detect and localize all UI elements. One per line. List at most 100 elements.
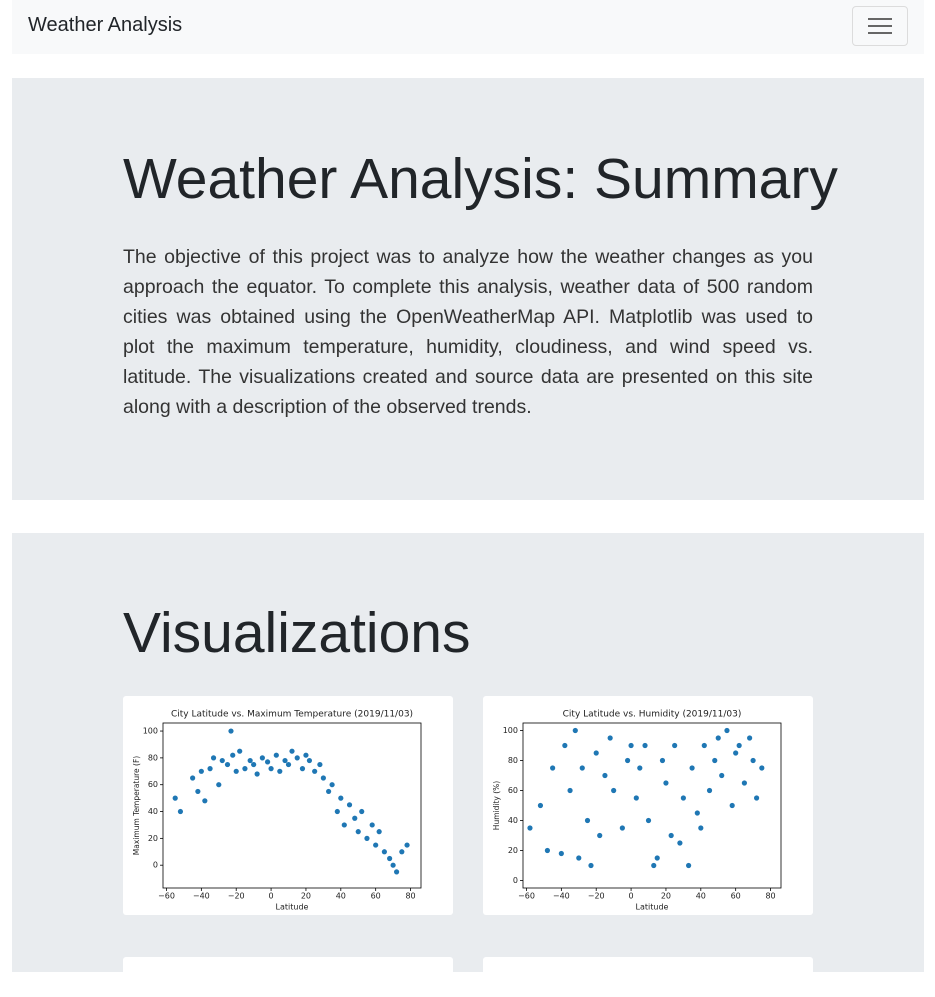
point <box>651 862 657 869</box>
point <box>680 795 686 801</box>
point <box>381 849 387 855</box>
point <box>254 771 260 777</box>
point <box>268 766 274 772</box>
point <box>303 752 309 758</box>
point <box>326 788 332 795</box>
x-tick-label: −40 <box>193 892 210 901</box>
point <box>251 761 257 768</box>
point <box>282 757 288 764</box>
point <box>216 782 222 788</box>
point <box>341 822 347 828</box>
point <box>207 766 213 772</box>
point <box>338 795 344 801</box>
x-tick-label: 0 <box>269 892 274 901</box>
y-axis-label: Maximum Temperature (F) <box>132 756 141 855</box>
point <box>312 768 318 774</box>
point <box>230 752 236 758</box>
point <box>289 748 295 754</box>
point <box>299 766 306 772</box>
point <box>404 842 410 848</box>
point <box>637 765 643 771</box>
chart-title: City Latitude vs. Humidity (2019/11/03) <box>563 710 742 720</box>
point <box>750 757 756 764</box>
point <box>619 825 625 831</box>
point <box>642 742 648 749</box>
chart-card[interactable]: City Latitude vs. Humidity (2019/11/03) L… <box>483 696 813 915</box>
point <box>588 862 594 869</box>
point <box>390 862 396 868</box>
brand[interactable]: Weather Analysis <box>28 14 183 36</box>
point <box>329 782 335 788</box>
y-tick-label: 60 <box>148 780 158 789</box>
point <box>334 808 340 815</box>
x-tick-label: −20 <box>588 892 605 901</box>
y-tick-label: 80 <box>148 753 158 762</box>
point <box>264 759 271 765</box>
chart-title: City Latitude vs. Maximum Temperature (2… <box>171 710 413 720</box>
point <box>237 748 243 754</box>
point <box>719 772 725 779</box>
point <box>689 765 695 771</box>
point <box>210 755 217 761</box>
x-tick-label: −40 <box>553 892 570 901</box>
chart-card[interactable]: City Latitude vs. Maximum Temperature (2… <box>123 696 453 915</box>
point <box>741 780 747 786</box>
point <box>352 815 358 821</box>
point <box>317 761 323 768</box>
point <box>273 752 279 758</box>
y-tick-label: 40 <box>508 816 518 825</box>
point <box>628 742 634 749</box>
point <box>373 842 379 848</box>
plot-frame <box>162 722 422 889</box>
x-tick-label: 20 <box>661 892 671 901</box>
x-tick-label: 40 <box>336 892 346 901</box>
x-axis-label: Latitude <box>276 903 309 912</box>
point <box>712 757 718 764</box>
x-tick-label: −60 <box>518 892 535 901</box>
y-axis-label: Humidity (%) <box>492 781 501 830</box>
point <box>659 757 666 764</box>
x-tick-label: 60 <box>731 892 741 901</box>
x-tick-label: 20 <box>301 892 311 901</box>
point <box>544 847 551 854</box>
point <box>364 835 370 841</box>
chart: City Latitude vs. Maximum Temperature (2… <box>132 710 422 912</box>
menu-toggle[interactable] <box>852 6 908 46</box>
point <box>562 742 568 749</box>
point <box>259 755 265 761</box>
point <box>558 850 564 857</box>
point <box>550 765 556 771</box>
chart-card[interactable] <box>123 957 453 997</box>
point <box>593 750 599 756</box>
point <box>224 761 231 768</box>
point <box>654 855 660 861</box>
point <box>668 832 674 839</box>
point <box>294 755 300 761</box>
point <box>724 727 730 734</box>
y-tick-label: 0 <box>513 876 518 885</box>
y-tick-label: 60 <box>508 786 518 795</box>
x-tick-label: 60 <box>371 892 381 901</box>
visualizations-section: Visualizations City Latitude vs. Maximum… <box>12 533 924 997</box>
point <box>219 757 225 764</box>
x-tick-label: 40 <box>696 892 706 901</box>
chart-card[interactable] <box>483 957 813 997</box>
point <box>306 757 313 764</box>
point <box>242 766 248 772</box>
point <box>195 788 201 795</box>
point <box>399 849 405 855</box>
point <box>715 735 721 741</box>
y-tick-label: 20 <box>508 846 518 855</box>
point <box>694 810 700 816</box>
point <box>733 750 739 756</box>
point <box>747 735 753 741</box>
point <box>247 757 253 764</box>
y-tick-label: 20 <box>148 834 158 843</box>
point <box>597 832 603 839</box>
point <box>320 775 326 781</box>
point <box>228 728 234 734</box>
navbar: Weather Analysis <box>12 0 924 54</box>
point <box>611 787 617 794</box>
point <box>233 768 239 774</box>
point <box>177 808 184 815</box>
